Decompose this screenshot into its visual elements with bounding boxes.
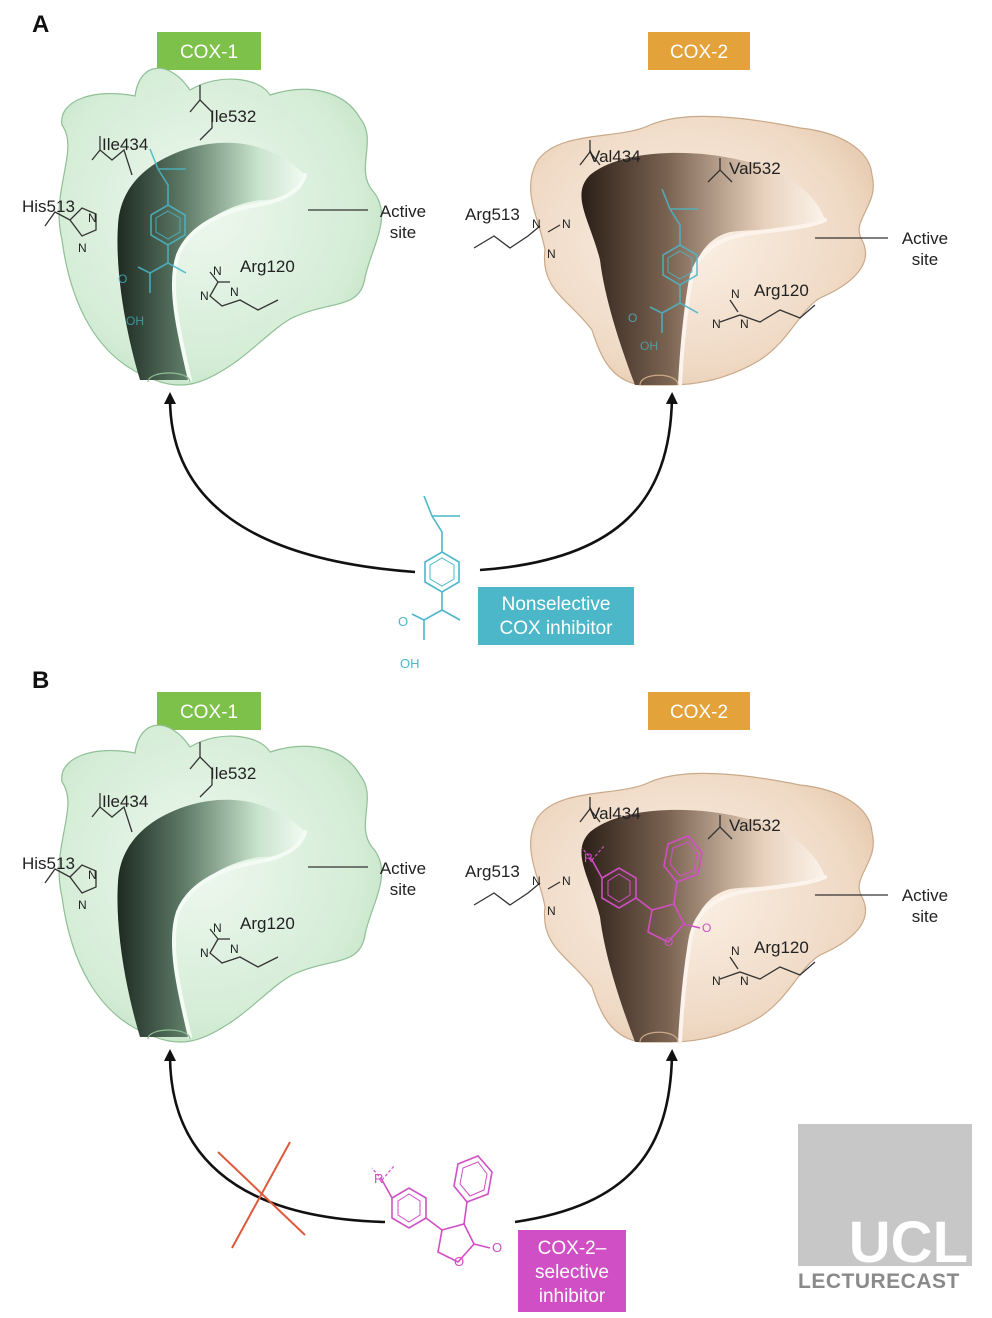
cox2-tag-label-b: COX-2 — [670, 702, 728, 723]
residue-ile532-a: Ile532 — [210, 107, 256, 126]
active-site-label-cox2-a-line2: site — [912, 250, 938, 269]
atom-n-1: N — [88, 211, 97, 225]
bound-atom-o-ring: O — [664, 935, 673, 949]
arrow-to-cox1-b — [164, 1049, 386, 1224]
arrow-to-cox1-a — [164, 392, 416, 574]
cox2-tag-label-a: COX-2 — [670, 42, 728, 63]
active-site-label-cox1-a-line2: site — [390, 223, 416, 242]
residue-ile434-b: Ile434 — [102, 792, 148, 811]
active-site-label-cox1-a-line1: Active — [380, 202, 426, 221]
inhibitor-atom-r: R — [374, 1171, 383, 1186]
residue-arg120-cox2-b: Arg120 — [754, 938, 809, 957]
ucl-lecturecast-watermark: UCL LECTURECAST — [798, 1124, 972, 1293]
selective-inhibitor-label-line2: selective — [535, 1262, 609, 1283]
bound-atom-r: R — [584, 851, 593, 865]
blocked-cross-icon — [217, 1141, 306, 1249]
cox1-tag-a — [157, 32, 261, 70]
atom-n-cox2-b-3: N — [547, 904, 556, 918]
arrow-to-cox2-a — [479, 392, 678, 572]
selective-inhibitor-label-line1: COX-2– — [538, 1238, 607, 1259]
cox1-tag-label-a: COX-1 — [180, 42, 238, 63]
nonselective-inhibitor-structure — [411, 495, 461, 641]
atom-n-cox2-b-4: N — [731, 944, 740, 958]
active-site-label-cox2-b-line1: Active — [902, 886, 948, 905]
atom-n-b-2: N — [78, 898, 87, 912]
residue-his513-b: His513 — [22, 854, 75, 873]
inhibitor-atom-oh: OH — [400, 656, 420, 671]
atom-n-b-1: N — [88, 868, 97, 882]
residue-his513-a: His513 — [22, 197, 75, 216]
residue-arg120-cox2-a: Arg120 — [754, 281, 809, 300]
active-site-label-cox2-b-line2: site — [912, 907, 938, 926]
atom-n-cox2-b-2: N — [562, 874, 571, 888]
panel-letter-b: B — [32, 667, 49, 694]
active-site-label-cox2-a-line1: Active — [902, 229, 948, 248]
nonselective-inhibitor-label-line2: COX inhibitor — [500, 618, 614, 639]
inhibitor-atom-o-carbonyl: O — [492, 1240, 502, 1255]
atom-n-cox2-6: N — [740, 317, 749, 331]
cox1-tag-b — [157, 692, 261, 730]
selective-inhibitor-label-line3: inhibitor — [539, 1286, 606, 1307]
ligand-atom-o-cox1: O — [118, 272, 127, 286]
cox1-pocket-b — [44, 723, 384, 1045]
nonselective-inhibitor-tag — [478, 587, 634, 645]
residue-val532-b: Val532 — [729, 816, 781, 835]
residue-val532-a: Val532 — [729, 159, 781, 178]
atom-n-b-5: N — [230, 942, 239, 956]
residue-ile532-b: Ile532 — [210, 764, 256, 783]
residue-arg513-a: Arg513 — [465, 205, 520, 224]
ligand-atom-oh-cox1: OH — [126, 314, 144, 328]
nonselective-inhibitor-label-line1: Nonselective — [502, 594, 611, 615]
cox2-tag-a — [648, 32, 750, 70]
residue-ile434-a: Ile434 — [102, 135, 148, 154]
residue-arg120-b: Arg120 — [240, 914, 295, 933]
inhibitor-atom-o: O — [398, 614, 408, 629]
residue-arg120-a: Arg120 — [240, 257, 295, 276]
active-site-label-cox1-b-line1: Active — [380, 859, 426, 878]
cox2-tag-b — [648, 692, 750, 730]
cox1-tag-label-b: COX-1 — [180, 702, 238, 723]
atom-n-3: N — [213, 264, 222, 278]
atom-n-cox2-4: N — [731, 287, 740, 301]
active-site-label-cox1-b-line2: site — [390, 880, 416, 899]
cox2-pocket-b — [473, 771, 876, 1044]
atom-n-b-4: N — [200, 946, 209, 960]
cox1-pocket-a — [44, 66, 384, 388]
residue-val434-b: Val434 — [589, 804, 641, 823]
atom-n-cox2-b-6: N — [740, 974, 749, 988]
ucl-logo-text: UCL — [849, 1210, 968, 1275]
selective-inhibitor-tag — [518, 1230, 626, 1312]
atom-n-4: N — [200, 289, 209, 303]
arrow-to-cox2-b — [514, 1049, 678, 1224]
atom-n-cox2-b-1: N — [532, 874, 541, 888]
atom-n-cox2-b-5: N — [712, 974, 721, 988]
lecturecast-text: LECTURECAST — [798, 1270, 960, 1293]
ligand-atom-oh-cox2: OH — [640, 339, 658, 353]
atom-n-cox2-1: N — [532, 217, 541, 231]
atom-n-2: N — [78, 241, 87, 255]
selective-inhibitor-structure — [371, 1155, 493, 1263]
atom-n-cox2-2: N — [562, 217, 571, 231]
inhibitor-atom-o-ring: O — [454, 1254, 464, 1269]
cox2-pocket-a — [473, 114, 876, 388]
ucl-logo-block — [798, 1124, 972, 1266]
atom-n-b-3: N — [213, 921, 222, 935]
ligand-atom-o-cox2: O — [628, 311, 637, 325]
atom-n-5: N — [230, 285, 239, 299]
panel-letter-a: A — [32, 11, 49, 38]
residue-arg513-b: Arg513 — [465, 862, 520, 881]
atom-n-cox2-5: N — [712, 317, 721, 331]
atom-n-cox2-3: N — [547, 247, 556, 261]
bound-atom-o-carbonyl: O — [702, 921, 711, 935]
residue-val434-a: Val434 — [589, 147, 641, 166]
